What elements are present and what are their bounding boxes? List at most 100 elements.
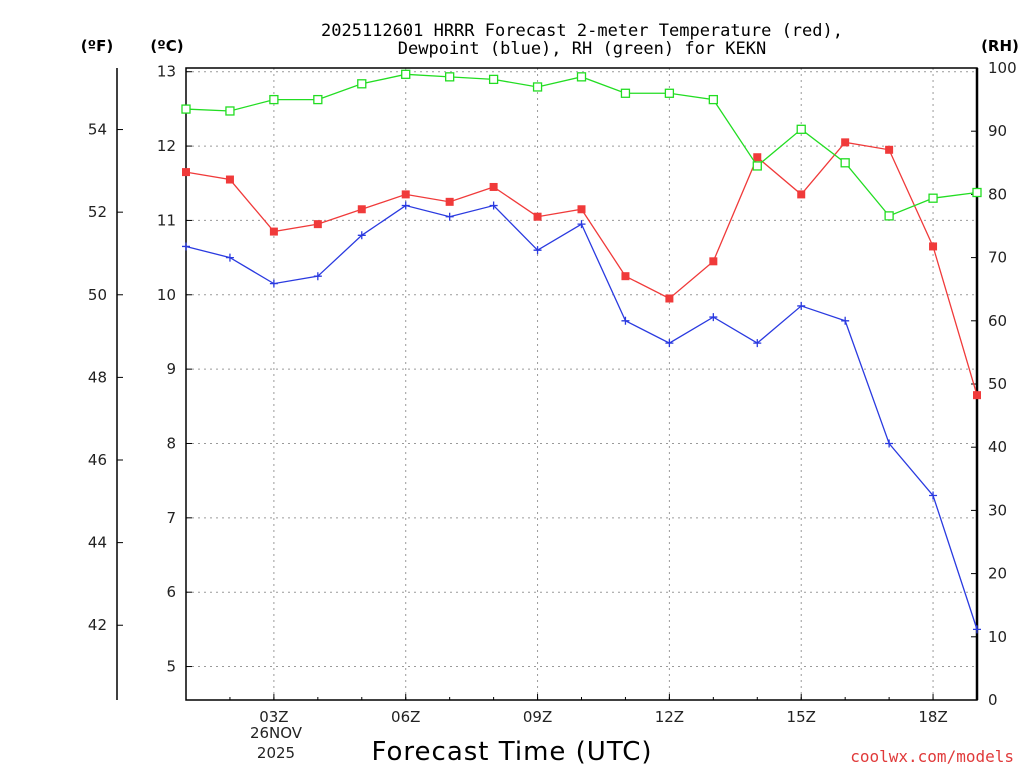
rh-unit-label: (RH) [981, 37, 1019, 55]
data-series [181, 69, 982, 634]
temperature-point [797, 190, 806, 199]
temperature-point [313, 220, 322, 229]
rh-tick-label: 90 [988, 122, 1007, 140]
celsius-tick-label: 10 [157, 286, 176, 304]
celsius-tick-label: 12 [157, 137, 176, 155]
rh-point [708, 94, 718, 105]
rh-point [576, 72, 587, 82]
fahrenheit-tick-label: 42 [88, 616, 107, 634]
dewpoint-point [401, 201, 410, 210]
rh-point [972, 187, 982, 198]
rh-tick-label: 50 [988, 375, 1007, 393]
dewpoint-point [225, 253, 234, 262]
dewpoint-point [621, 316, 630, 325]
rh-point [488, 74, 499, 85]
rh-point [664, 88, 675, 98]
rh-point [401, 69, 411, 79]
dewpoint-point [929, 491, 938, 500]
temperature-point [929, 242, 938, 251]
celsius-tick-label: 5 [166, 658, 176, 676]
rh-tick-label: 0 [988, 691, 998, 709]
rh-tick-label: 80 [988, 185, 1007, 203]
rh-point [532, 82, 543, 92]
rh-point [313, 94, 323, 105]
fahrenheit-tick-label: 48 [88, 368, 107, 386]
dewpoint-point [357, 231, 366, 240]
dewpoint-point [841, 316, 850, 325]
rh-point [225, 106, 235, 116]
temperature-point [885, 145, 894, 154]
fahrenheit-tick-label: 52 [88, 203, 107, 221]
rh-point [269, 94, 279, 105]
temperature-point [841, 138, 850, 147]
dewpoint-line [185, 204, 978, 630]
rh-point [752, 161, 762, 171]
temperature-point [577, 205, 586, 214]
celsius-tick-label: 13 [157, 63, 176, 81]
celsius-tick-label: 6 [166, 583, 176, 601]
x-tick-label: 09Z [523, 708, 552, 726]
chart-title-line-1: 2025112601 HRRR Forecast 2-meter Tempera… [321, 21, 843, 41]
dewpoint-point [269, 279, 278, 288]
x-tick-label: 06Z [391, 708, 420, 726]
dewpoint-point [665, 339, 674, 348]
x-tick-label: 15Z [787, 708, 816, 726]
dewpoint-point [709, 313, 718, 322]
temperature-point [225, 175, 234, 184]
rh-point [884, 211, 894, 221]
temperature-point [665, 294, 674, 303]
chart-title-line-2: Dewpoint (blue), RH (green) for KEKN [398, 39, 766, 59]
x-axis-title: Forecast Time (UTC) [371, 737, 652, 767]
dewpoint-point [753, 339, 762, 348]
rh-tick-label: 20 [988, 565, 1007, 583]
rh-point [840, 158, 850, 168]
rh-tick-label: 10 [988, 628, 1007, 646]
dewpoint-point [489, 201, 498, 210]
rh-tick-label: 70 [988, 249, 1007, 267]
x-tick-label: 03Z [259, 708, 288, 726]
rh-point [357, 79, 367, 89]
temperature-point [445, 197, 454, 206]
fahrenheit-tick-label: 44 [88, 534, 107, 552]
fahrenheit-unit-label: (ºF) [81, 37, 113, 55]
temperature-point [182, 168, 190, 177]
celsius-tick-label: 9 [166, 360, 176, 378]
rh-point [181, 104, 191, 114]
rh-point [796, 124, 806, 134]
axes: 5 6 7 8 9 10 11 12 13 03Z 06Z 09Z 12Z 15Z 18Z 0 10 20 30 40… [88, 59, 1017, 726]
rh-tick-label: 100 [988, 59, 1017, 77]
fahrenheit-tick-label: 50 [88, 286, 107, 304]
dewpoint-point [885, 439, 894, 448]
celsius-unit-label: (ºC) [150, 37, 183, 55]
rh-point [620, 88, 631, 98]
temperature-point [489, 182, 498, 191]
celsius-tick-label: 11 [157, 211, 176, 229]
rh-point [928, 193, 938, 203]
dewpoint-point [973, 625, 981, 634]
grid-lines [186, 68, 977, 700]
temperature-point [973, 391, 981, 400]
fahrenheit-tick-label: 46 [88, 451, 107, 469]
temperature-point [753, 153, 762, 162]
x-tick-label: 18Z [918, 708, 947, 726]
dewpoint-point [577, 220, 586, 229]
rh-tick-label: 60 [988, 312, 1007, 330]
dewpoint-point [797, 301, 806, 310]
dewpoint-point [533, 246, 542, 255]
temperature-point [401, 190, 410, 199]
temperature-point [269, 227, 278, 236]
rh-tick-label: 40 [988, 438, 1007, 456]
dewpoint-point [313, 272, 322, 281]
date-label-year: 2025 [257, 744, 295, 762]
temperature-point [533, 212, 542, 221]
credit-text: coolwx.com/models [850, 747, 1014, 766]
rh-point [445, 72, 455, 82]
dewpoint-point [445, 212, 454, 221]
plot-frame [185, 67, 978, 701]
temperature-point [709, 257, 718, 266]
x-tick-label: 12Z [655, 708, 684, 726]
rh-tick-label: 30 [988, 501, 1007, 519]
temperature-point [621, 272, 630, 281]
celsius-tick-label: 7 [166, 509, 176, 527]
